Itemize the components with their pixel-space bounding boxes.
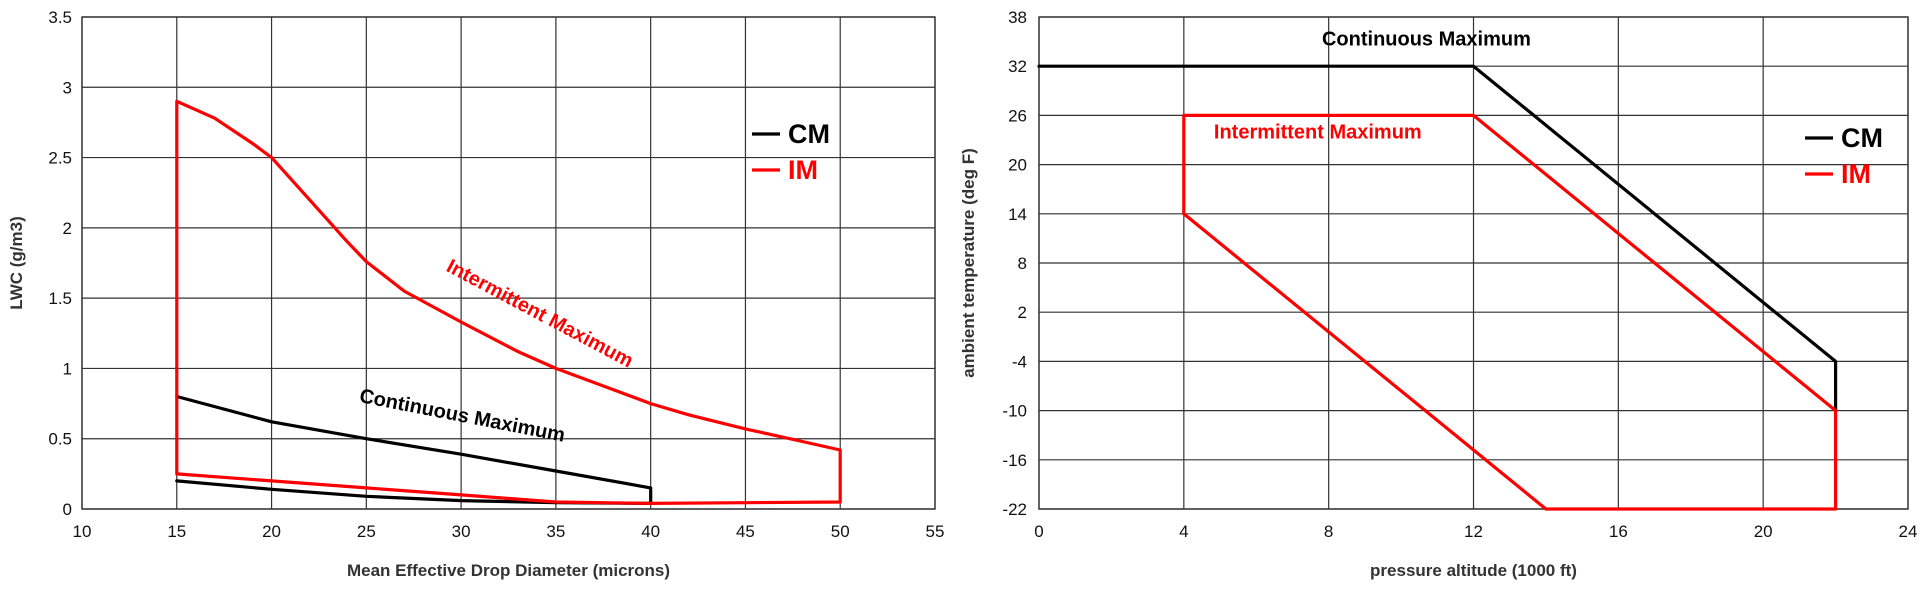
x-tick-label: 20: [1754, 522, 1773, 541]
y-tick-label: 38: [1008, 8, 1027, 27]
x-tick-label: 55: [926, 522, 945, 541]
x-tick-label: 8: [1324, 522, 1333, 541]
chart-1: 10 15 20 25 30 35 40 45 50 55 0 0.5 1 1.5 2 2.5 3 3.5 Mean…: [7, 8, 944, 580]
series-line-im: [1182, 113, 1838, 511]
series-line-cm: [175, 394, 653, 505]
legend: CM IM: [1805, 123, 1883, 189]
y-tick-label: -4: [1012, 352, 1027, 371]
plot-frame: [1038, 16, 1909, 510]
y-axis-title: LWC (g/m3): [7, 216, 26, 310]
y-tick-label: 3: [63, 78, 72, 97]
x-axis-title: Mean Effective Drop Diameter (microns): [347, 561, 670, 580]
legend-label: IM: [788, 155, 818, 185]
y-tick-label: 8: [1018, 254, 1027, 273]
annotation-label: Continuous Maximum: [1322, 29, 1531, 51]
x-tick-label: 35: [546, 522, 565, 541]
y-tick-label: 2: [1018, 303, 1027, 322]
legend-label: CM: [1841, 123, 1883, 153]
y-tick-label: 14: [1008, 205, 1027, 224]
legend-label: IM: [1841, 159, 1871, 189]
plot-frame: [81, 16, 936, 510]
y-tick-label: 20: [1008, 156, 1027, 175]
y-tick-label: 0.5: [48, 430, 72, 449]
y-tick-label: 1.5: [48, 289, 72, 308]
y-tick-label: 1: [63, 359, 72, 378]
y-tick-label: 2.5: [48, 149, 72, 168]
y-tick-label: -10: [1002, 402, 1027, 421]
legend: CM IM: [752, 119, 830, 185]
y-tick-label: 32: [1008, 57, 1027, 76]
annotation-label: Intermittent Maximum: [1214, 121, 1422, 143]
x-tick-label: 10: [73, 522, 92, 541]
x-tick-label: 45: [736, 522, 755, 541]
y-axis-title: ambient temperature (deg F): [959, 148, 978, 378]
y-tick-label: 3.5: [48, 8, 72, 27]
y-tick-label: 0: [63, 500, 72, 519]
chart-2: 0 4 8 12 16 20 24 -22 -16 -10 -4 2 8 14 20 26 32 38 pressu…: [959, 8, 1917, 580]
x-tick-label: 40: [641, 522, 660, 541]
series-line-im: [175, 99, 842, 505]
legend-label: CM: [788, 119, 830, 149]
plot-area: [82, 17, 935, 509]
y-tick-label: 26: [1008, 106, 1027, 125]
x-tick-label: 50: [831, 522, 850, 541]
x-tick-label: 25: [357, 522, 376, 541]
y-tick-label: 2: [63, 219, 72, 238]
y-tick-label: -22: [1002, 500, 1027, 519]
y-tick-label: -16: [1002, 451, 1027, 470]
x-tick-label: 24: [1899, 522, 1918, 541]
x-tick-label: 12: [1464, 522, 1483, 541]
x-tick-label: 0: [1034, 522, 1043, 541]
x-tick-label: 30: [452, 522, 471, 541]
series-line-cm: [1037, 64, 1838, 413]
x-tick-label: 4: [1179, 522, 1188, 541]
x-axis-title: pressure altitude (1000 ft): [1370, 561, 1577, 580]
x-tick-label: 15: [167, 522, 186, 541]
x-tick-label: 16: [1609, 522, 1628, 541]
x-tick-label: 20: [262, 522, 281, 541]
